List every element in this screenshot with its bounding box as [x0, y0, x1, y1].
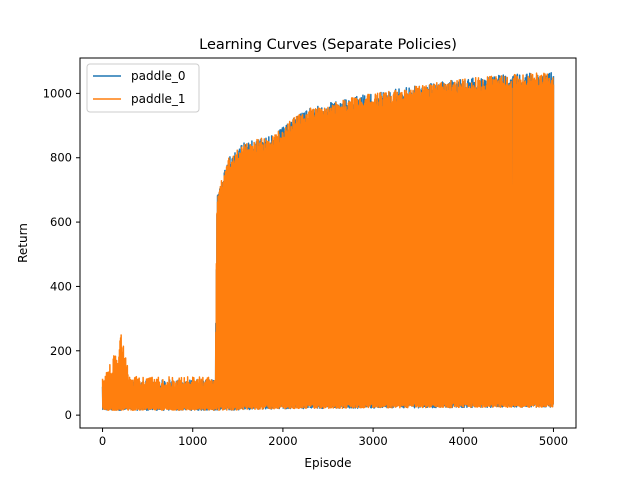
x-axis-ticks: 0 1000 2000 3000 4000 5000 [99, 428, 568, 448]
y-axis-ticks: 0 200 400 600 800 1000 [43, 86, 80, 422]
y-tick-label: 0 [65, 408, 72, 422]
y-tick-label: 200 [50, 344, 72, 358]
legend: paddle_0 paddle_1 [86, 63, 200, 113]
x-tick-label: 3000 [358, 434, 387, 448]
plot-frame [79, 57, 577, 429]
x-tick-label: 0 [99, 434, 106, 448]
x-axis-label: Episode [304, 456, 351, 470]
legend-label-paddle-0: paddle_0 [131, 69, 186, 83]
y-axis-label: Return [16, 223, 30, 263]
y-tick-label: 800 [50, 151, 72, 165]
legend-label-paddle-1: paddle_1 [131, 92, 186, 106]
series-line-paddle-1 [101, 72, 555, 412]
y-tick-label: 400 [50, 279, 72, 293]
x-tick-label: 1000 [178, 434, 207, 448]
x-tick-label: 5000 [539, 434, 568, 448]
y-tick-label: 600 [50, 215, 72, 229]
y-tick-label: 1000 [43, 86, 72, 100]
series-layer [101, 72, 555, 412]
x-tick-label: 4000 [449, 434, 478, 448]
x-tick-label: 2000 [268, 434, 297, 448]
chart-title: Learning Curves (Separate Policies) [199, 37, 457, 53]
